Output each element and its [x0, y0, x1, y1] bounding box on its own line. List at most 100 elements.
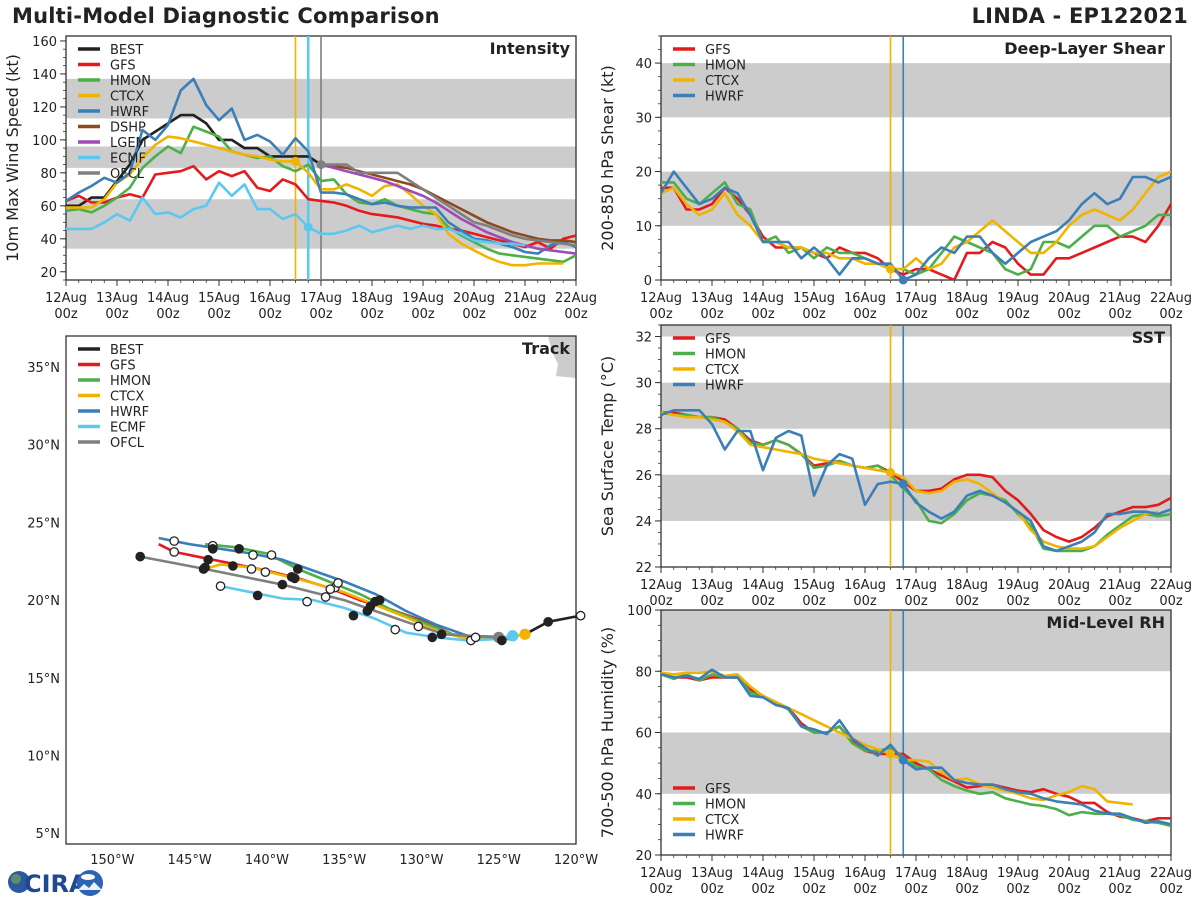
x-tick-label: 13Aug [691, 866, 733, 881]
x-tick-label: 19Aug [997, 866, 1039, 881]
series-line-gfs [66, 164, 576, 250]
track-marker-best [575, 610, 586, 621]
chart-track: 5°N 10°N 15°N 20°N 25°N 30°N 35°N 150°W 145°W 140… [27, 335, 598, 868]
panel-title: Intensity [490, 39, 571, 58]
track-marker-ctcx [289, 573, 300, 584]
x-tick-label: 17Aug [895, 291, 937, 306]
legend-label-hmon: HMON [110, 374, 151, 389]
x-tick-label: 15Aug [793, 866, 835, 881]
track-marker-ofcl [496, 635, 507, 646]
track-marker-ctcx [246, 564, 257, 574]
legend-label-ctcx: CTCX [705, 74, 739, 89]
x-tick-label: 22Aug [1150, 291, 1192, 306]
panel-title: Track [522, 339, 570, 358]
track-marker-ecmf [390, 624, 401, 635]
x-tick-label: 00z [156, 307, 180, 322]
x-tick-label: 00z [700, 594, 724, 609]
legend-label-hmon: HMON [705, 348, 746, 363]
track-marker-ecmf [252, 590, 263, 601]
shaded-band [661, 382, 1171, 429]
x-tick-label: 21Aug [1099, 578, 1141, 593]
track-marker-ofcl [362, 606, 373, 616]
x-tick-label: 20Aug [1048, 578, 1090, 593]
legend-label-ctcx: CTCX [110, 390, 144, 405]
lon-label: 150°W [90, 853, 134, 868]
legend-label-gfs: GFS [110, 359, 136, 374]
x-tick-label: 13Aug [691, 291, 733, 306]
globe-land [11, 874, 21, 884]
x-tick-label: 21Aug [1099, 291, 1141, 306]
track-marker-ctcx [325, 584, 336, 595]
track-marker-ofcl [413, 621, 424, 632]
x-tick-label: 12Aug [640, 291, 682, 306]
x-tick-label: 00z [955, 882, 979, 897]
chart-rh: 2040608010012Aug00z13Aug00z14Aug00z15Aug… [598, 604, 1192, 897]
x-tick-label: 00z [649, 307, 673, 322]
main-title: Multi-Model Diagnostic Comparison [12, 4, 440, 28]
x-tick-label: 00z [1057, 594, 1081, 609]
series-line-ofcl [321, 163, 576, 247]
x-tick-label: 00z [751, 594, 775, 609]
series-line-hwrf [661, 408, 1171, 553]
legend-label-hmon: HMON [705, 59, 746, 74]
y-axis-label: 10m Max Wind Speed (kt) [3, 54, 22, 262]
x-tick-label: 00z [309, 307, 333, 322]
panel-title: Mid-Level RH [1046, 613, 1165, 632]
y-tick-label: 60 [635, 727, 652, 742]
x-tick-label: 00z [360, 307, 384, 322]
lat-label: 25°N [27, 516, 60, 531]
legend-label-hwrf: HWRF [705, 379, 744, 394]
panel-title: Deep-Layer Shear [1004, 39, 1165, 58]
y-tick-label: 100 [627, 604, 652, 619]
x-tick-label: 00z [853, 307, 877, 322]
x-tick-label: 00z [258, 307, 282, 322]
x-tick-label: 14Aug [742, 578, 784, 593]
x-tick-label: 00z [649, 882, 673, 897]
x-tick-label: 20Aug [453, 291, 495, 306]
y-tick-label: 30 [635, 111, 652, 126]
x-tick-label: 00z [802, 307, 826, 322]
legend-label-best: BEST [110, 343, 143, 358]
x-tick-label: 00z [411, 307, 435, 322]
x-tick-label: 18Aug [946, 578, 988, 593]
series-line-ctcx [66, 135, 564, 267]
x-tick-label: 00z [1006, 882, 1030, 897]
x-tick-label: 15Aug [198, 291, 240, 306]
lat-label: 30°N [27, 439, 60, 454]
y-tick-label: 40 [40, 233, 57, 248]
x-tick-label: 00z [54, 307, 78, 322]
y-tick-label: 22 [635, 561, 652, 576]
x-tick-label: 00z [904, 594, 928, 609]
lat-label: 15°N [27, 672, 60, 687]
series-line-hwrf [661, 170, 1171, 280]
x-tick-label: 18Aug [351, 291, 393, 306]
legend-label-ecmf: ECMF [110, 421, 146, 436]
series-line-ctcx [661, 411, 1159, 550]
track-marker-hwrf [333, 578, 343, 588]
lon-label: 120°W [554, 853, 598, 868]
y-tick-label: 20 [635, 166, 652, 181]
legend-label-ctcx: CTCX [705, 813, 739, 828]
x-tick-label: 17Aug [895, 578, 937, 593]
legend-label-gfs: GFS [705, 332, 731, 347]
x-tick-label: 00z [1108, 882, 1132, 897]
shaded-band [661, 171, 1171, 226]
x-tick-label: 00z [1159, 882, 1183, 897]
x-tick-label: 12Aug [640, 866, 682, 881]
series-line-ecmf [66, 181, 526, 247]
x-tick-label: 00z [904, 307, 928, 322]
x-tick-label: 00z [207, 307, 231, 322]
map-frame [65, 335, 577, 845]
x-tick-label: 14Aug [742, 866, 784, 881]
x-tick-label: 00z [802, 882, 826, 897]
init-marker-hwrf [898, 479, 908, 489]
x-tick-label: 00z [802, 594, 826, 609]
track-marker-ofcl [320, 592, 331, 602]
legend-label-ofcl: OFCL [110, 436, 145, 451]
x-tick-label: 00z [700, 882, 724, 897]
track-marker-hwrf [292, 564, 303, 574]
x-tick-label: 00z [751, 307, 775, 322]
cloud-mountain-icon [77, 870, 103, 896]
legend-label-lgem: LGEM [110, 136, 147, 151]
x-tick-label: 12Aug [45, 291, 87, 306]
